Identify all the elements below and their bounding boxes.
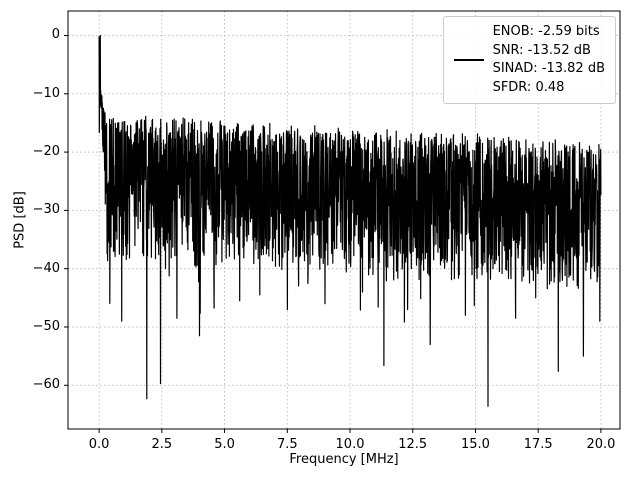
x-tick-label: 7.5 [276,437,298,452]
legend-entries: ENOB: -2.59 bits SNR: -13.52 dB SINAD: -… [493,23,605,97]
y-tick-label: −60 [32,377,60,393]
x-tick-label: 20.0 [586,437,616,452]
y-tick-label: −40 [32,260,60,276]
legend-entry-sfdr: SFDR: 0.48 [492,79,565,95]
x-tick-label: 2.5 [151,437,173,452]
legend-entry-enob: ENOB: -2.59 bits [492,24,600,39]
x-tick-label: 0.0 [88,437,110,452]
legend-entry-snr: SNR: -13.52 dB [492,42,591,58]
y-tick-label: −20 [32,144,60,160]
x-tick-label: 15.0 [460,437,490,452]
x-axis-label: Frequency [MHz] [289,452,399,467]
y-tick-label: −10 [32,85,60,101]
y-tick-label: 0 [51,27,60,43]
x-tick-label: 12.5 [398,437,428,452]
legend: ENOB: -2.59 bits SNR: -13.52 dB SINAD: -… [442,16,616,104]
legend-entry-sinad: SINAD: -13.82 dB [492,61,605,76]
x-tick-label: 10.0 [335,437,365,452]
legend-line-sample [453,59,484,61]
axes-frame [67,10,621,430]
x-tick-label: 5.0 [214,437,235,452]
x-tick-label: 17.5 [523,437,553,452]
y-axis-label: PSD [dB] [12,191,28,249]
y-tick-label: −30 [32,202,60,218]
y-tick-label: −50 [32,318,60,334]
psd-trace [98,34,602,407]
